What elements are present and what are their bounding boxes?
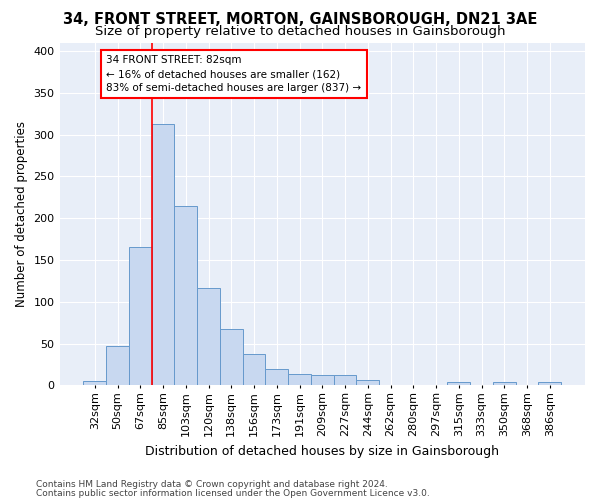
- Bar: [106, 346, 129, 386]
- Bar: [83, 382, 106, 386]
- Bar: [493, 382, 515, 386]
- Text: 34 FRONT STREET: 82sqm
← 16% of detached houses are smaller (162)
83% of semi-de: 34 FRONT STREET: 82sqm ← 16% of detached…: [106, 55, 361, 93]
- Bar: [448, 382, 470, 386]
- Bar: [242, 354, 265, 386]
- Bar: [288, 374, 311, 386]
- Bar: [334, 376, 356, 386]
- Bar: [129, 248, 152, 386]
- Text: Contains HM Land Registry data © Crown copyright and database right 2024.: Contains HM Land Registry data © Crown c…: [36, 480, 388, 489]
- Bar: [152, 124, 175, 386]
- Text: Contains public sector information licensed under the Open Government Licence v3: Contains public sector information licen…: [36, 488, 430, 498]
- Text: 34, FRONT STREET, MORTON, GAINSBOROUGH, DN21 3AE: 34, FRONT STREET, MORTON, GAINSBOROUGH, …: [63, 12, 537, 28]
- Bar: [311, 376, 334, 386]
- Bar: [265, 369, 288, 386]
- Bar: [220, 328, 242, 386]
- Bar: [356, 380, 379, 386]
- Bar: [175, 206, 197, 386]
- Y-axis label: Number of detached properties: Number of detached properties: [15, 121, 28, 307]
- X-axis label: Distribution of detached houses by size in Gainsborough: Distribution of detached houses by size …: [145, 444, 499, 458]
- Text: Size of property relative to detached houses in Gainsborough: Size of property relative to detached ho…: [95, 25, 505, 38]
- Bar: [197, 288, 220, 386]
- Bar: [538, 382, 561, 386]
